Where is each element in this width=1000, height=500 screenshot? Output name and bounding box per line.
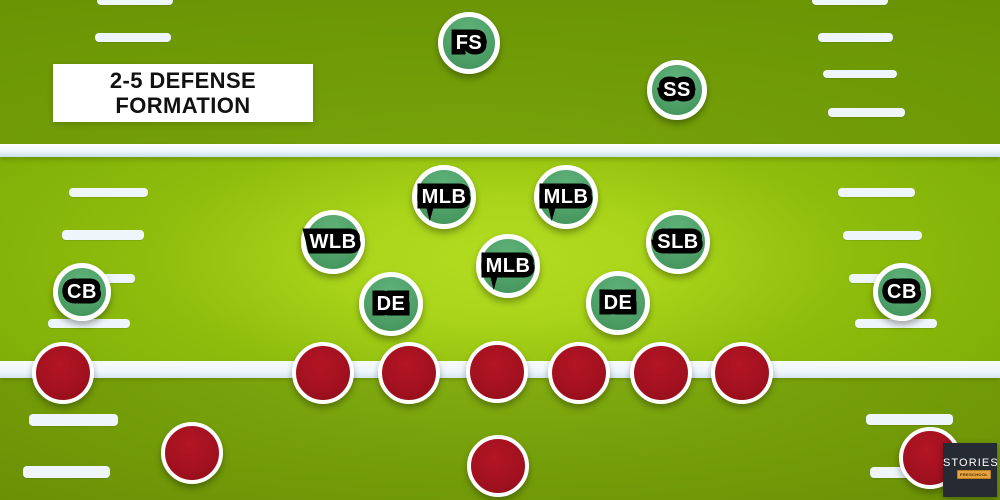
- defense-player-mlb: MLB: [476, 234, 540, 298]
- defense-player-ss: SS: [647, 60, 707, 120]
- logo-text: STORIES: [943, 457, 999, 469]
- hash-mark: [23, 466, 110, 478]
- offense-player: [548, 342, 610, 404]
- title-box: 2-5 DEFENSE FORMATION: [53, 64, 313, 122]
- hash-mark: [97, 0, 173, 5]
- hash-mark: [69, 188, 148, 197]
- defense-player-mlb: MLB: [534, 165, 598, 229]
- defense-player-fs: FS: [438, 12, 500, 74]
- player-label: FS: [456, 32, 483, 55]
- player-label: DE: [604, 292, 633, 315]
- hash-mark: [838, 188, 915, 197]
- hash-mark: [866, 414, 953, 425]
- hash-mark: [48, 319, 130, 328]
- defense-player-wlb: WLB: [301, 210, 365, 274]
- defense-player-slb: SLB: [646, 210, 710, 274]
- player-label: DE: [377, 293, 406, 316]
- hash-mark: [823, 70, 897, 78]
- offense-player: [467, 435, 529, 497]
- logo-badge: PRESCHOOL: [956, 470, 991, 479]
- title-line-2: FORMATION: [115, 93, 251, 118]
- defense-player-de: DE: [586, 271, 650, 335]
- stories-logo: STORIES PRESCHOOL: [943, 443, 999, 497]
- yard-line: [0, 144, 1000, 157]
- hash-mark: [818, 33, 893, 42]
- player-label: MLB: [544, 186, 589, 209]
- defense-player-cb: CB: [53, 263, 111, 321]
- hash-mark: [855, 319, 937, 328]
- title-line-1: 2-5 DEFENSE: [109, 68, 257, 93]
- hash-mark: [828, 108, 905, 117]
- defense-player-mlb: MLB: [412, 165, 476, 229]
- offense-player: [466, 341, 528, 403]
- player-label: CB: [887, 281, 917, 304]
- offense-player: [711, 342, 773, 404]
- offense-player: [378, 342, 440, 404]
- player-label: SS: [663, 79, 691, 102]
- hash-mark: [843, 231, 922, 240]
- player-label: CB: [67, 281, 97, 304]
- player-label: WLB: [309, 231, 356, 254]
- player-label: MLB: [422, 186, 467, 209]
- offense-player: [32, 342, 94, 404]
- hash-mark: [95, 33, 171, 42]
- player-label: SLB: [657, 231, 699, 254]
- hash-mark: [812, 0, 888, 5]
- defense-player-de: DE: [359, 272, 423, 336]
- hash-mark: [62, 230, 144, 240]
- player-label: MLB: [486, 255, 531, 278]
- hash-mark: [29, 414, 118, 426]
- offense-player: [292, 342, 354, 404]
- defense-player-cb: CB: [873, 263, 931, 321]
- offense-player: [161, 422, 223, 484]
- offense-player: [630, 342, 692, 404]
